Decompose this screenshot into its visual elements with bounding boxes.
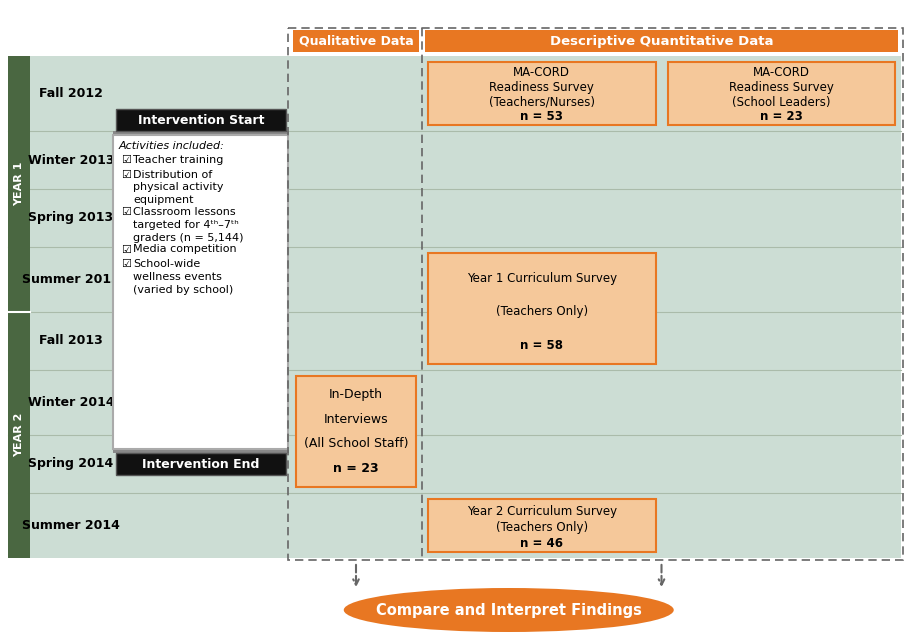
- Bar: [113, 131, 289, 453]
- Text: Teacher training: Teacher training: [133, 155, 224, 165]
- Text: Summer 2014: Summer 2014: [22, 519, 120, 532]
- Text: Compare and Interpret Findings: Compare and Interpret Findings: [375, 603, 642, 617]
- Text: Descriptive Quantitative Data: Descriptive Quantitative Data: [550, 35, 774, 47]
- Bar: [8, 312, 30, 558]
- Bar: [8, 56, 901, 558]
- Text: ☑: ☑: [121, 169, 131, 180]
- Text: Winter 2014: Winter 2014: [27, 396, 115, 409]
- Text: MA-CORD: MA-CORD: [514, 66, 570, 79]
- Text: n = 46: n = 46: [520, 537, 564, 550]
- Bar: [8, 56, 30, 312]
- Bar: [296, 376, 416, 487]
- Text: (Teachers Only): (Teachers Only): [495, 521, 588, 534]
- Text: n = 53: n = 53: [520, 111, 564, 123]
- Text: ☑: ☑: [121, 207, 131, 217]
- Text: Summer 2013: Summer 2013: [22, 273, 120, 286]
- Text: School-wide
wellness events
(varied by school): School-wide wellness events (varied by s…: [133, 259, 234, 295]
- Text: n = 23: n = 23: [334, 462, 379, 475]
- Bar: [116, 109, 286, 131]
- Text: Media competition: Media competition: [133, 245, 236, 254]
- Ellipse shape: [344, 588, 674, 632]
- Text: Intervention Start: Intervention Start: [138, 114, 265, 127]
- Text: Activities included:: Activities included:: [119, 141, 225, 151]
- Text: Distribution of
physical activity
equipment: Distribution of physical activity equipm…: [133, 169, 224, 205]
- Text: Year 2 Curriculum Survey: Year 2 Curriculum Survey: [466, 505, 617, 518]
- Bar: [428, 62, 655, 125]
- Text: Interviews: Interviews: [324, 413, 388, 426]
- Text: ☑: ☑: [121, 245, 131, 254]
- Text: Winter 2013: Winter 2013: [28, 153, 115, 167]
- Text: Spring 2013: Spring 2013: [28, 212, 114, 224]
- Bar: [425, 30, 898, 52]
- Bar: [288, 28, 903, 560]
- Bar: [667, 62, 895, 125]
- Text: Fall 2012: Fall 2012: [39, 87, 103, 100]
- Text: Intervention End: Intervention End: [143, 458, 260, 470]
- Text: (All School Staff): (All School Staff): [304, 437, 408, 450]
- Text: ☑: ☑: [121, 155, 131, 165]
- Text: Year 1 Curriculum Survey: Year 1 Curriculum Survey: [466, 272, 617, 285]
- Text: (Teachers/Nurses): (Teachers/Nurses): [489, 96, 594, 109]
- Bar: [116, 453, 286, 475]
- Text: Fall 2013: Fall 2013: [39, 334, 103, 348]
- Bar: [113, 135, 288, 449]
- Text: Qualitative Data: Qualitative Data: [299, 35, 414, 47]
- Text: YEAR 1: YEAR 1: [14, 162, 24, 206]
- Text: n = 23: n = 23: [760, 111, 803, 123]
- Text: Classroom lessons
targeted for 4ᵗʰ–7ᵗʰ
graders (n = 5,144): Classroom lessons targeted for 4ᵗʰ–7ᵗʰ g…: [133, 207, 244, 243]
- Bar: [293, 30, 419, 52]
- Bar: [428, 253, 655, 364]
- Text: YEAR 2: YEAR 2: [14, 413, 24, 457]
- Text: Spring 2014: Spring 2014: [28, 458, 114, 470]
- Text: Readiness Survey: Readiness Survey: [729, 81, 834, 94]
- Text: (Teachers Only): (Teachers Only): [495, 305, 588, 318]
- Bar: [428, 499, 655, 552]
- Text: ☑: ☑: [121, 259, 131, 269]
- Text: (School Leaders): (School Leaders): [732, 96, 831, 109]
- Text: In-Depth: In-Depth: [329, 388, 383, 401]
- Text: n = 58: n = 58: [520, 339, 564, 352]
- Text: Readiness Survey: Readiness Survey: [489, 81, 594, 94]
- Text: MA-CORD: MA-CORD: [753, 66, 810, 79]
